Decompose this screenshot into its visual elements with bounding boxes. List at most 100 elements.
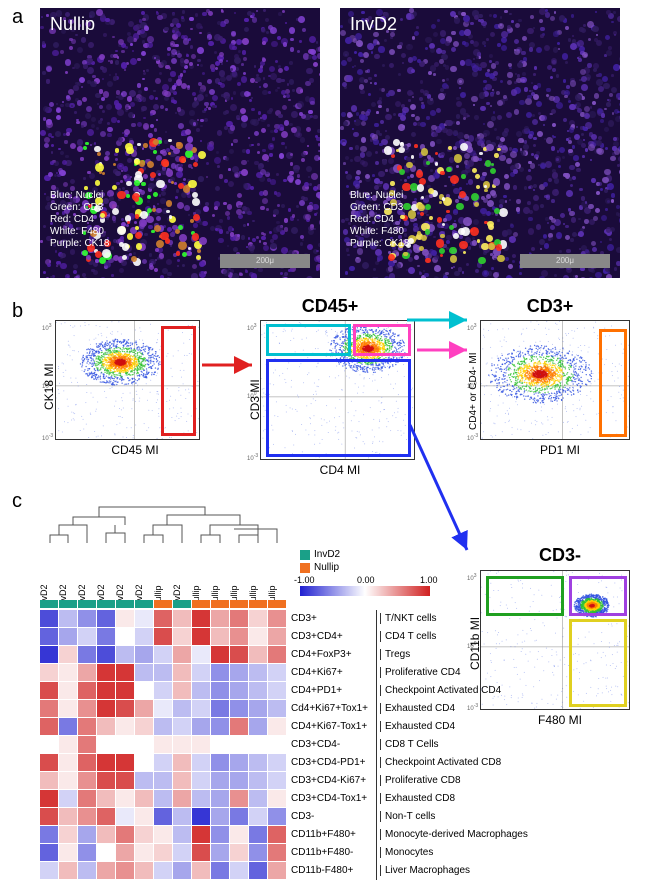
legend-swatch-nullip bbox=[300, 563, 310, 573]
heatmap-group-cell bbox=[40, 600, 58, 608]
heatmap-cell bbox=[116, 664, 134, 681]
arrow-pink bbox=[415, 340, 475, 360]
heatmap-cell bbox=[211, 790, 229, 807]
heatmap-cell bbox=[97, 682, 115, 699]
heatmap-cell bbox=[249, 826, 267, 843]
heatmap-cell bbox=[154, 610, 172, 627]
heatmap-cell bbox=[192, 610, 210, 627]
heatmap-cell bbox=[154, 844, 172, 861]
facs-plot-3: 10-3100103 bbox=[480, 320, 630, 440]
legend-swatch-invd2 bbox=[300, 550, 310, 560]
heatmap-cell bbox=[230, 646, 248, 663]
heatmap-cell bbox=[135, 628, 153, 645]
heatmap-cell bbox=[116, 736, 134, 753]
heatmap-cell bbox=[230, 754, 248, 771]
heatmap-cell bbox=[116, 646, 134, 663]
heatmap-cell bbox=[78, 628, 96, 645]
heatmap-cell bbox=[135, 808, 153, 825]
heatmap-cell bbox=[59, 718, 77, 735]
heatmap-cell bbox=[230, 772, 248, 789]
heatmap-cell bbox=[211, 700, 229, 717]
heatmap-cell bbox=[97, 628, 115, 645]
heatmap-cell bbox=[249, 610, 267, 627]
heatmap-cell bbox=[230, 664, 248, 681]
heatmap-cell bbox=[230, 610, 248, 627]
heatmap-cell bbox=[249, 862, 267, 879]
facs3-title: CD3+ bbox=[500, 296, 600, 317]
legend-label-invd2: InvD2 bbox=[314, 549, 340, 560]
micro-legend: Blue: NucleiGreen: CD3Red: CD4White: F48… bbox=[50, 190, 109, 250]
heatmap-cell bbox=[154, 700, 172, 717]
heatmap-cell bbox=[230, 682, 248, 699]
heatmap-group-cell bbox=[211, 600, 229, 608]
arrow-cyan bbox=[405, 310, 475, 330]
heatmap-row-marker: CD11b-F480+ bbox=[291, 865, 353, 876]
heatmap-cell bbox=[192, 646, 210, 663]
facs-plot-4: 10-3100103 bbox=[480, 570, 630, 710]
dendrogram bbox=[40, 495, 290, 545]
heatmap-row-marker: CD4+FoxP3+ bbox=[291, 649, 352, 660]
heatmap-cell bbox=[192, 790, 210, 807]
heatmap-cell bbox=[97, 718, 115, 735]
heatmap-cell bbox=[192, 682, 210, 699]
facs2-xlabel: CD4 MI bbox=[300, 463, 380, 477]
heatmap-cell bbox=[97, 790, 115, 807]
heatmap-cell bbox=[249, 736, 267, 753]
heatmap-cell bbox=[230, 862, 248, 879]
heatmap-cell bbox=[116, 610, 134, 627]
heatmap-cell bbox=[78, 844, 96, 861]
heatmap-cell bbox=[268, 754, 286, 771]
heatmap-cell bbox=[116, 772, 134, 789]
heatmap-row-marker: CD4+PD1+ bbox=[291, 685, 342, 696]
heatmap-cell bbox=[192, 862, 210, 879]
heatmap-cell bbox=[59, 682, 77, 699]
heatmap-cell bbox=[211, 628, 229, 645]
heatmap-cell bbox=[135, 682, 153, 699]
heatmap-cell bbox=[135, 610, 153, 627]
gate-box bbox=[599, 329, 627, 437]
heatmap-cell bbox=[59, 826, 77, 843]
heatmap-cell bbox=[59, 844, 77, 861]
heatmap-cell bbox=[211, 826, 229, 843]
heatmap-cell bbox=[135, 646, 153, 663]
heatmap-row-desc: Proliferative CD8 bbox=[380, 775, 461, 786]
heatmap-cell bbox=[135, 862, 153, 879]
heatmap-cell bbox=[135, 844, 153, 861]
gate-box bbox=[569, 576, 627, 616]
facs3-ylabel: CD4+ or CD4- MI bbox=[468, 352, 479, 430]
heatmap-cell bbox=[173, 664, 191, 681]
heatmap-cell bbox=[249, 808, 267, 825]
heatmap-cell bbox=[116, 718, 134, 735]
heatmap-cell bbox=[78, 826, 96, 843]
gate-box bbox=[266, 359, 411, 457]
heatmap-cell bbox=[135, 826, 153, 843]
facs3-xlabel: PD1 MI bbox=[520, 443, 600, 457]
heatmap-cell bbox=[78, 754, 96, 771]
heatmap-cell bbox=[211, 736, 229, 753]
heatmap-cell bbox=[192, 808, 210, 825]
heatmap-cell bbox=[173, 844, 191, 861]
heatmap-cell bbox=[173, 736, 191, 753]
heatmap-row-marker: CD3+CD4+ bbox=[291, 631, 343, 642]
heatmap-cell bbox=[211, 646, 229, 663]
heatmap-cell bbox=[268, 718, 286, 735]
panel-c-label: c bbox=[12, 490, 22, 513]
heatmap-cell bbox=[116, 754, 134, 771]
heatmap-cell bbox=[268, 610, 286, 627]
heatmap-cell bbox=[154, 826, 172, 843]
heatmap-cell bbox=[78, 682, 96, 699]
facs4-title: CD3- bbox=[510, 545, 610, 566]
heatmap-row-desc: Monocytes bbox=[380, 847, 433, 858]
heatmap-cell bbox=[230, 700, 248, 717]
heatmap-cell bbox=[40, 700, 58, 717]
heatmap-cell bbox=[192, 772, 210, 789]
colorbar-mid: 0.00 bbox=[357, 575, 375, 585]
heatmap-cell bbox=[78, 664, 96, 681]
heatmap-cell bbox=[40, 862, 58, 879]
scale-bar: 200μ bbox=[220, 254, 310, 268]
heatmap-cell bbox=[40, 718, 58, 735]
heatmap-cell bbox=[249, 772, 267, 789]
facs-plot-1: 10-3100103 bbox=[55, 320, 200, 440]
heatmap-group-cell bbox=[78, 600, 96, 608]
micro-invd2-image: InvD2Blue: NucleiGreen: CD3Red: CD4White… bbox=[340, 8, 620, 278]
